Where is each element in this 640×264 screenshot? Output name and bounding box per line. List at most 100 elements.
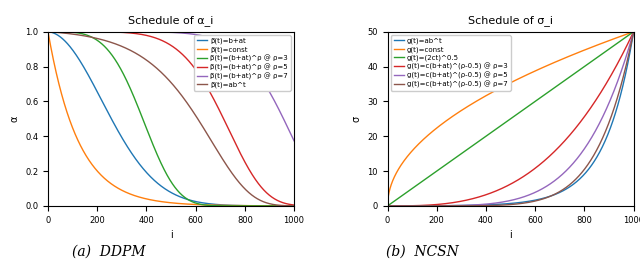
g(t)=c(b+at)^(ρ-0.5) @ ρ=3: [584, 110, 592, 113]
g(t)=c(b+at)^(ρ-0.5) @ ρ=3: [399, 204, 406, 208]
Line: g(t)=c(b+at)^(ρ-0.5) @ ρ=5: g(t)=c(b+at)^(ρ-0.5) @ ρ=5: [388, 32, 634, 206]
g(t)=const: [384, 204, 392, 208]
g(t)=c(b+at)^(ρ-0.5) @ ρ=7: [584, 162, 592, 166]
β(t)=const: [245, 204, 253, 207]
β(t)=const: [59, 98, 67, 101]
g(t)=c(b+at)^(ρ-0.5) @ ρ=5: [584, 141, 592, 144]
Line: β(t)=(b+at)^ρ @ ρ=5: β(t)=(b+at)^ρ @ ρ=5: [48, 32, 294, 205]
g(t)=c(b+at)^(ρ-0.5) @ ρ=5: [618, 69, 625, 72]
g(t)=c(b+at)^(ρ-0.5) @ ρ=3: [630, 30, 637, 33]
g(t)=c(b+at)^(ρ-0.5) @ ρ=3: [384, 204, 392, 208]
g(t)=const: [601, 40, 609, 44]
β(t)=(b+at)^ρ @ ρ=7: [59, 30, 67, 33]
Line: g(t)=c(b+at)^(ρ-0.5) @ ρ=3: g(t)=c(b+at)^(ρ-0.5) @ ρ=3: [388, 32, 634, 206]
β(t)=(b+at)^ρ @ ρ=5: [278, 201, 286, 204]
β(t)=(b+at)^ρ @ ρ=7: [245, 61, 253, 64]
β(t)=(b+at)^ρ @ ρ=3: [262, 204, 269, 208]
β(t)=(b+at)^ρ @ ρ=3: [278, 204, 286, 208]
g(t)=ab^t: [601, 139, 609, 143]
Line: g(t)=const: g(t)=const: [388, 32, 634, 206]
g(t)=ab^t: [434, 204, 442, 207]
β(t)=const: [94, 170, 102, 173]
Y-axis label: α: α: [10, 116, 19, 122]
β(t)=(b+at)^ρ @ ρ=3: [94, 39, 102, 43]
g(t)=(2ct)^0.5: [434, 169, 442, 172]
Line: g(t)=ab^t: g(t)=ab^t: [388, 32, 634, 206]
g(t)=c(b+at)^(ρ-0.5) @ ρ=5: [630, 30, 637, 33]
β(t)=ab^t: [290, 204, 298, 208]
g(t)=c(b+at)^(ρ-0.5) @ ρ=5: [575, 154, 583, 158]
β(t)=b+at: [59, 37, 67, 41]
Line: β(t)=b+at: β(t)=b+at: [48, 32, 294, 206]
g(t)=ab^t: [630, 30, 637, 33]
Title: Schedule of σ_i: Schedule of σ_i: [468, 15, 553, 26]
g(t)=ab^t: [399, 204, 406, 208]
g(t)=c(b+at)^(ρ-0.5) @ ρ=3: [601, 84, 609, 87]
β(t)=const: [236, 204, 243, 207]
g(t)=c(b+at)^(ρ-0.5) @ ρ=3: [575, 122, 583, 125]
β(t)=(b+at)^ρ @ ρ=5: [262, 190, 269, 193]
g(t)=const: [618, 34, 625, 37]
g(t)=ab^t: [384, 204, 392, 208]
g(t)=c(b+at)^(ρ-0.5) @ ρ=3: [618, 54, 625, 58]
Line: g(t)=(2ct)^0.5: g(t)=(2ct)^0.5: [388, 32, 634, 206]
g(t)=c(b+at)^(ρ-0.5) @ ρ=7: [399, 204, 406, 208]
g(t)=const: [630, 30, 637, 33]
Text: (b)  NCSN: (b) NCSN: [386, 245, 459, 259]
g(t)=c(b+at)^(ρ-0.5) @ ρ=5: [384, 204, 392, 208]
g(t)=c(b+at)^(ρ-0.5) @ ρ=3: [434, 203, 442, 206]
g(t)=(2ct)^0.5: [384, 204, 392, 208]
Title: Schedule of α_i: Schedule of α_i: [129, 15, 214, 26]
β(t)=(b+at)^ρ @ ρ=3: [290, 204, 298, 208]
g(t)=(2ct)^0.5: [584, 62, 592, 65]
g(t)=(2ct)^0.5: [618, 39, 625, 42]
β(t)=(b+at)^ρ @ ρ=7: [44, 30, 52, 33]
β(t)=(b+at)^ρ @ ρ=3: [44, 30, 52, 33]
β(t)=(b+at)^ρ @ ρ=7: [262, 84, 269, 87]
g(t)=c(b+at)^(ρ-0.5) @ ρ=7: [601, 131, 609, 134]
β(t)=(b+at)^ρ @ ρ=3: [245, 204, 253, 208]
g(t)=c(b+at)^(ρ-0.5) @ ρ=5: [434, 204, 442, 208]
g(t)=const: [584, 47, 592, 50]
β(t)=(b+at)^ρ @ ρ=5: [290, 204, 298, 207]
β(t)=ab^t: [262, 201, 269, 204]
β(t)=(b+at)^ρ @ ρ=5: [59, 30, 67, 33]
β(t)=(b+at)^ρ @ ρ=7: [236, 52, 243, 55]
Line: β(t)=(b+at)^ρ @ ρ=3: β(t)=(b+at)^ρ @ ρ=3: [48, 32, 294, 206]
g(t)=(2ct)^0.5: [630, 30, 637, 33]
X-axis label: i: i: [509, 230, 512, 240]
β(t)=(b+at)^ρ @ ρ=5: [245, 167, 253, 171]
g(t)=(2ct)^0.5: [399, 194, 406, 197]
Line: β(t)=ab^t: β(t)=ab^t: [48, 32, 294, 206]
β(t)=ab^t: [94, 37, 102, 40]
β(t)=const: [44, 30, 52, 33]
Legend: g(t)=ab^t, g(t)=const, g(t)=(2ct)^0.5, g(t)=c(b+at)^(ρ-0.5) @ ρ=3, g(t)=c(b+at)^: g(t)=ab^t, g(t)=const, g(t)=(2ct)^0.5, g…: [391, 35, 511, 91]
β(t)=ab^t: [236, 182, 243, 185]
g(t)=ab^t: [618, 89, 625, 93]
β(t)=(b+at)^ρ @ ρ=7: [290, 139, 298, 142]
g(t)=c(b+at)^(ρ-0.5) @ ρ=7: [630, 30, 637, 33]
g(t)=c(b+at)^(ρ-0.5) @ ρ=7: [384, 204, 392, 208]
Y-axis label: σ: σ: [351, 116, 362, 122]
g(t)=const: [575, 50, 583, 54]
g(t)=ab^t: [584, 168, 592, 171]
Line: β(t)=(b+at)^ρ @ ρ=7: β(t)=(b+at)^ρ @ ρ=7: [48, 32, 294, 141]
β(t)=ab^t: [44, 30, 52, 33]
g(t)=c(b+at)^(ρ-0.5) @ ρ=7: [434, 204, 442, 208]
β(t)=(b+at)^ρ @ ρ=5: [236, 150, 243, 154]
β(t)=(b+at)^ρ @ ρ=7: [94, 30, 102, 33]
β(t)=(b+at)^ρ @ ρ=3: [236, 204, 243, 208]
β(t)=b+at: [290, 204, 298, 208]
g(t)=c(b+at)^(ρ-0.5) @ ρ=5: [601, 110, 609, 114]
β(t)=ab^t: [278, 204, 286, 207]
β(t)=ab^t: [245, 191, 253, 194]
β(t)=const: [262, 204, 269, 207]
g(t)=(2ct)^0.5: [575, 69, 583, 72]
β(t)=(b+at)^ρ @ ρ=3: [59, 30, 67, 33]
β(t)=b+at: [278, 204, 286, 208]
β(t)=b+at: [44, 30, 52, 33]
β(t)=(b+at)^ρ @ ρ=5: [94, 30, 102, 33]
Line: β(t)=const: β(t)=const: [48, 32, 294, 206]
g(t)=ab^t: [575, 178, 583, 181]
g(t)=c(b+at)^(ρ-0.5) @ ρ=5: [399, 204, 406, 208]
